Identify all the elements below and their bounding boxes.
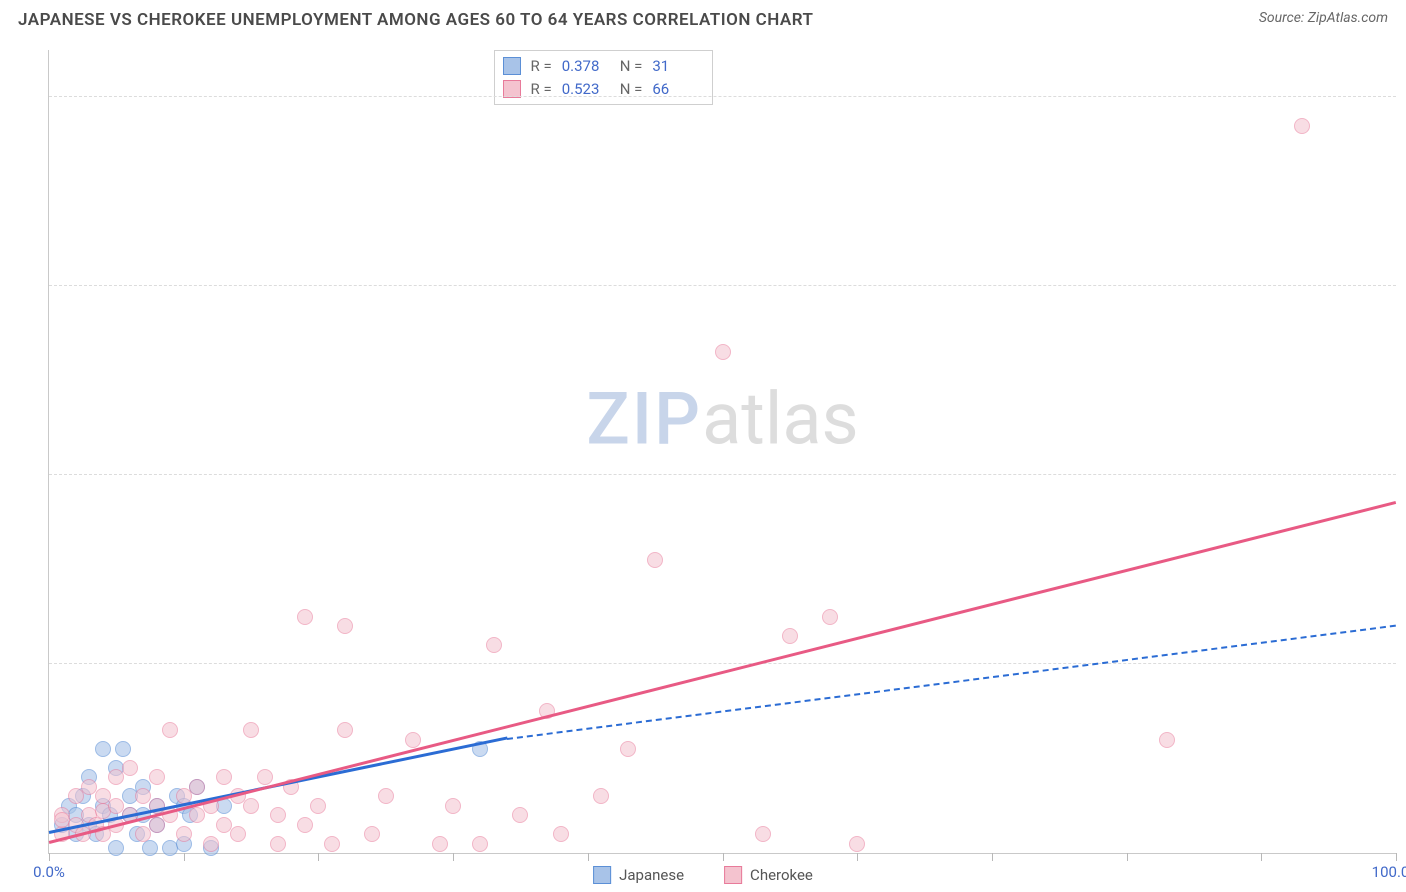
n-value: 31 bbox=[652, 55, 700, 78]
n-label: N = bbox=[620, 55, 643, 78]
data-point bbox=[149, 769, 165, 785]
data-point bbox=[310, 798, 326, 814]
data-point bbox=[122, 760, 138, 776]
data-point bbox=[849, 836, 865, 852]
x-tick bbox=[49, 853, 50, 861]
data-point bbox=[176, 826, 192, 842]
data-point bbox=[243, 798, 259, 814]
data-point bbox=[115, 741, 131, 757]
data-point bbox=[822, 609, 838, 625]
data-point bbox=[378, 788, 394, 804]
trend-line bbox=[49, 501, 1397, 844]
gridline bbox=[49, 96, 1396, 97]
legend-swatch bbox=[593, 866, 611, 884]
x-tick-label: 0.0% bbox=[33, 863, 65, 881]
data-point bbox=[108, 840, 124, 856]
data-point bbox=[95, 741, 111, 757]
data-point bbox=[189, 779, 205, 795]
data-point bbox=[257, 769, 273, 785]
data-point bbox=[432, 836, 448, 852]
data-point bbox=[324, 836, 340, 852]
x-tick bbox=[992, 853, 993, 861]
legend-item: Cherokee bbox=[724, 866, 813, 884]
data-point bbox=[620, 741, 636, 757]
legend-swatch bbox=[503, 80, 521, 98]
legend-item: Japanese bbox=[593, 866, 684, 884]
watermark-zip: ZIP bbox=[586, 377, 702, 462]
x-tick bbox=[318, 853, 319, 861]
r-label: R = bbox=[531, 55, 552, 78]
legend-label: Cherokee bbox=[750, 866, 813, 884]
data-point bbox=[337, 618, 353, 634]
data-point bbox=[230, 826, 246, 842]
r-value: 0.378 bbox=[562, 55, 610, 78]
data-point bbox=[445, 798, 461, 814]
trend-line-dashed bbox=[507, 624, 1396, 739]
legend-label: Japanese bbox=[619, 866, 684, 884]
gridline bbox=[49, 474, 1396, 475]
x-tick bbox=[184, 853, 185, 861]
x-tick bbox=[453, 853, 454, 861]
stats-row: R = 0.378 N = 31 bbox=[503, 55, 701, 78]
watermark-atlas: atlas bbox=[702, 377, 859, 462]
chart-source: Source: ZipAtlas.com bbox=[1259, 10, 1388, 26]
chart-title: JAPANESE VS CHEROKEE UNEMPLOYMENT AMONG … bbox=[18, 10, 813, 30]
data-point bbox=[142, 840, 158, 856]
x-tick bbox=[1396, 853, 1397, 861]
data-point bbox=[364, 826, 380, 842]
watermark: ZIPatlas bbox=[586, 377, 858, 462]
data-point bbox=[647, 552, 663, 568]
data-point bbox=[203, 836, 219, 852]
series-legend: Japanese Cherokee bbox=[593, 866, 813, 884]
legend-swatch bbox=[724, 866, 742, 884]
data-point bbox=[270, 836, 286, 852]
legend-swatch bbox=[503, 57, 521, 75]
x-tick bbox=[1261, 853, 1262, 861]
gridline bbox=[49, 285, 1396, 286]
data-point bbox=[782, 628, 798, 644]
data-point bbox=[297, 609, 313, 625]
x-tick-label: 100.0% bbox=[1372, 863, 1406, 881]
scatter-chart: ZIPatlas R =0.378N =31R =0.523N =66 20.0… bbox=[48, 50, 1396, 854]
data-point bbox=[755, 826, 771, 842]
data-point bbox=[472, 836, 488, 852]
data-point bbox=[715, 344, 731, 360]
data-point bbox=[337, 722, 353, 738]
data-point bbox=[593, 788, 609, 804]
gridline bbox=[49, 663, 1396, 664]
chart-header: JAPANESE VS CHEROKEE UNEMPLOYMENT AMONG … bbox=[0, 0, 1406, 36]
x-tick bbox=[588, 853, 589, 861]
data-point bbox=[162, 722, 178, 738]
data-point bbox=[1294, 118, 1310, 134]
data-point bbox=[243, 722, 259, 738]
x-tick bbox=[857, 853, 858, 861]
data-point bbox=[297, 817, 313, 833]
x-tick bbox=[1127, 853, 1128, 861]
x-tick bbox=[723, 853, 724, 861]
data-point bbox=[486, 637, 502, 653]
data-point bbox=[405, 732, 421, 748]
data-point bbox=[512, 807, 528, 823]
data-point bbox=[553, 826, 569, 842]
data-point bbox=[216, 769, 232, 785]
data-point bbox=[270, 807, 286, 823]
data-point bbox=[1159, 732, 1175, 748]
